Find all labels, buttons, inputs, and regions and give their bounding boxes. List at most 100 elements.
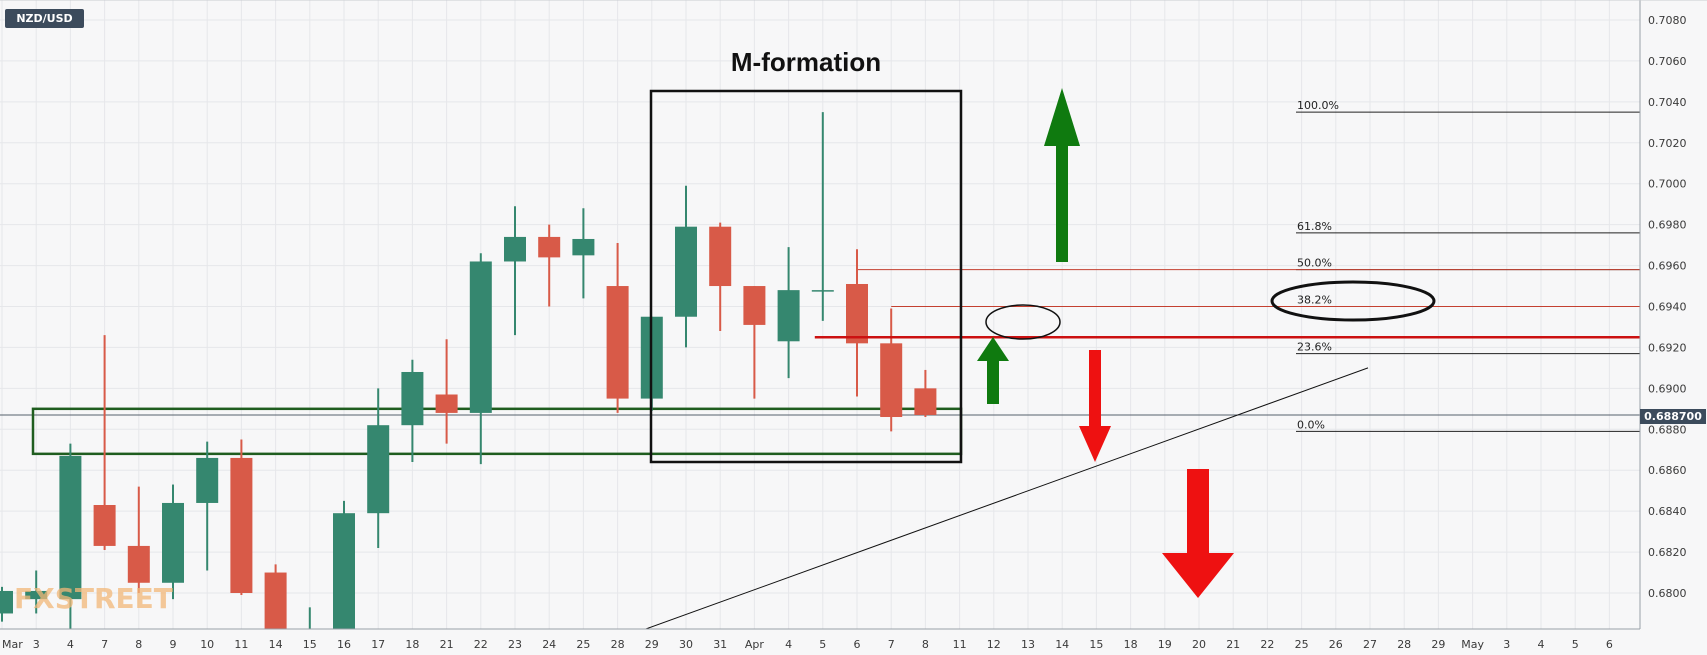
x-tick-label: 29 xyxy=(645,638,659,651)
candle[interactable] xyxy=(367,388,390,548)
x-tick-label: 15 xyxy=(1089,638,1103,651)
x-tick-label: 18 xyxy=(1124,638,1138,651)
candle[interactable] xyxy=(162,484,184,600)
candle-body xyxy=(743,286,766,325)
candle[interactable] xyxy=(59,443,82,630)
candle[interactable] xyxy=(572,208,595,299)
candle[interactable] xyxy=(435,339,458,444)
candle-body xyxy=(264,572,287,629)
x-tick-label: Apr xyxy=(745,638,765,651)
x-tick-label: 28 xyxy=(1397,638,1411,651)
x-tick-label: 9 xyxy=(170,638,177,651)
candle-body xyxy=(127,545,150,583)
candle[interactable] xyxy=(264,564,287,654)
candle[interactable] xyxy=(914,369,937,418)
candle[interactable] xyxy=(675,185,697,348)
big-green-up-arrow xyxy=(1044,88,1080,262)
y-tick-label: 0.6860 xyxy=(1648,464,1687,477)
x-tick-label: 5 xyxy=(819,638,826,651)
candle[interactable] xyxy=(196,441,219,571)
x-tick-label: 5 xyxy=(1572,638,1579,651)
fib-level-label: 38.2% xyxy=(1297,294,1332,307)
x-tick-label: 10 xyxy=(200,638,214,651)
candle-body xyxy=(606,286,629,399)
symbol-label: NZD/USD xyxy=(16,12,73,25)
x-tick-label: 30 xyxy=(679,638,693,651)
x-tick-label: 24 xyxy=(542,638,556,651)
fib-level-label: 61.8% xyxy=(1297,220,1332,233)
y-tick-label: 0.6960 xyxy=(1648,260,1687,273)
candle[interactable] xyxy=(846,249,868,397)
x-tick-label: 6 xyxy=(1606,638,1613,651)
x-tick-label: 20 xyxy=(1192,638,1206,651)
x-tick-label: 25 xyxy=(576,638,590,651)
candle-body xyxy=(93,505,116,546)
candle[interactable] xyxy=(469,253,492,465)
x-tick-label: 3 xyxy=(1503,638,1510,651)
x-tick-label: 11 xyxy=(234,638,248,651)
neckline-ellipse xyxy=(985,304,1061,340)
candle[interactable] xyxy=(25,570,48,614)
x-tick-label: 26 xyxy=(1329,638,1343,651)
x-tick-label: 21 xyxy=(440,638,454,651)
candle-body xyxy=(846,283,868,344)
x-tick-label: 4 xyxy=(1538,638,1545,651)
y-tick-label: 0.6920 xyxy=(1648,341,1687,354)
candle-body xyxy=(0,590,13,614)
x-tick-label: 7 xyxy=(101,638,108,651)
candle-body xyxy=(538,236,561,258)
trendline xyxy=(644,367,1369,629)
small-red-down-arrow xyxy=(1079,350,1111,462)
x-tick-label: 17 xyxy=(371,638,385,651)
x-tick-label: 7 xyxy=(888,638,895,651)
candle-body xyxy=(469,261,492,413)
candle-body xyxy=(230,457,253,593)
x-tick-label: 22 xyxy=(1260,638,1274,651)
plot-area xyxy=(0,111,1640,655)
candle[interactable] xyxy=(504,206,526,336)
x-tick-label: 15 xyxy=(303,638,317,651)
candle[interactable] xyxy=(606,243,629,413)
fib-level-label: 23.6% xyxy=(1297,341,1332,354)
candle[interactable] xyxy=(93,335,116,551)
x-tick-label: 18 xyxy=(405,638,419,651)
candle-body xyxy=(675,226,697,317)
x-tick-label: 6 xyxy=(854,638,861,651)
big-red-down-arrow xyxy=(1162,469,1234,598)
candle[interactable] xyxy=(0,586,13,622)
watermark-text: FXSTREET xyxy=(14,582,173,615)
candle-body xyxy=(367,425,390,514)
candle-body xyxy=(811,290,834,292)
symbol-badge[interactable]: NZD/USD xyxy=(5,9,84,28)
candle-body xyxy=(914,388,937,415)
candle-body xyxy=(709,226,732,287)
annotations: 100.0% 61.8% 50.0% 38.2% 23.6% 0.0% M-formatio… xyxy=(649,47,1436,598)
candle-body xyxy=(196,457,219,503)
x-tick-label: 8 xyxy=(922,638,929,651)
x-tick-label: 21 xyxy=(1226,638,1240,651)
candle-body xyxy=(572,238,595,256)
candle[interactable] xyxy=(880,308,903,432)
y-tick-label: 0.6840 xyxy=(1648,505,1687,518)
candle[interactable] xyxy=(709,222,732,332)
candle-body xyxy=(162,502,184,583)
candle[interactable] xyxy=(811,112,834,321)
chart-title: M-formation xyxy=(731,47,881,77)
x-tick-label: 4 xyxy=(67,638,74,651)
x-tick-label: 13 xyxy=(1021,638,1035,651)
candle[interactable] xyxy=(538,224,561,307)
candle[interactable] xyxy=(127,486,150,593)
x-tick-label: 14 xyxy=(1055,638,1069,651)
candle[interactable] xyxy=(299,607,321,655)
candle[interactable] xyxy=(401,359,424,463)
candle[interactable] xyxy=(230,439,253,596)
x-tick-label: May xyxy=(1461,638,1484,651)
y-tick-label: 0.6900 xyxy=(1648,382,1687,395)
y-tick-label: 0.7080 xyxy=(1648,14,1687,27)
fib-382-ellipse xyxy=(1270,280,1436,322)
candle[interactable] xyxy=(777,247,800,379)
candle[interactable] xyxy=(743,286,766,399)
candle-body xyxy=(504,236,526,262)
x-tick-label: 16 xyxy=(337,638,351,651)
